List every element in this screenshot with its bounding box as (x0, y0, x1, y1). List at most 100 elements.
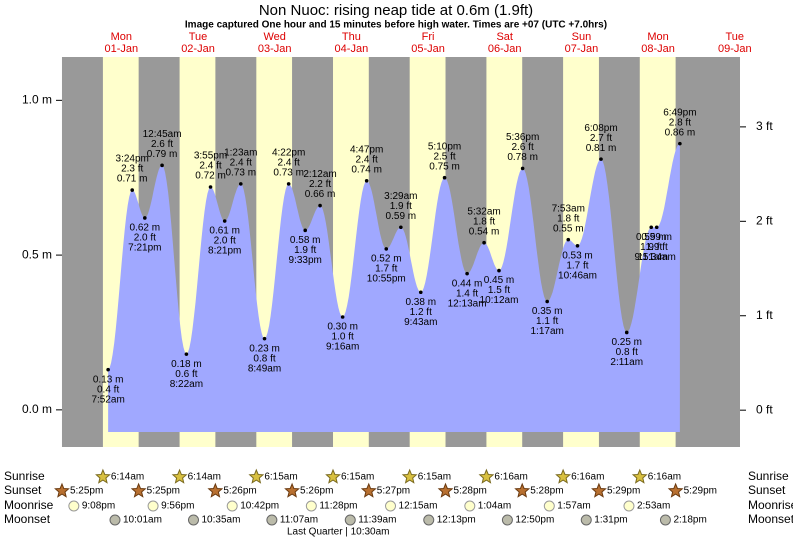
tide-label: 4:47pm (350, 144, 383, 155)
tide-label: 0.61 m (209, 226, 240, 237)
row-label-right: Moonset (748, 512, 793, 526)
day-date: 01-Jan (105, 43, 139, 55)
day-weekday: Tue (189, 31, 208, 43)
tide-label: 0.8 ft (253, 353, 275, 364)
tide-label: 0.45 m (484, 275, 515, 286)
tide-label: 6:08pm (584, 123, 617, 134)
event-icon (423, 514, 435, 526)
tide-label: 2.8 ft (669, 117, 691, 128)
tide-label: 0.54 m (469, 226, 500, 237)
event-time: 12:50pm (515, 515, 554, 526)
tide-area (108, 143, 680, 432)
tide-label: 1.5 ft (488, 285, 510, 296)
tide-label: 0.59 m (641, 232, 672, 243)
event-time: 6:16am (571, 472, 604, 483)
row-label-right: Sunrise (748, 469, 789, 483)
tide-point (654, 225, 659, 230)
tide-label: 0.81 m (586, 143, 617, 154)
tide-label: 0.38 m (405, 297, 436, 308)
day-date: 08-Jan (641, 43, 675, 55)
row-label: Moonrise (4, 498, 54, 512)
tide-label: 2.6 ft (151, 139, 173, 150)
event-time: 1:57am (557, 501, 590, 512)
tide-label: 9:16am (326, 342, 359, 353)
tide-label: 2:12am (303, 169, 336, 180)
tide-label: 0.72 m (195, 171, 226, 182)
tide-label: 0.52 m (371, 254, 402, 265)
day-weekday: Sun (572, 31, 592, 43)
subtitle: Image captured One hour and 15 minutes b… (185, 20, 607, 31)
tide-label: 1.4 ft (456, 288, 478, 299)
tide-label: 0.13 m (93, 374, 124, 385)
y2-tick-label: 0 ft (756, 402, 773, 416)
event-icon (360, 482, 377, 498)
y-tick-label: 1.0 m (22, 93, 52, 107)
event-time: 11:39am (358, 515, 396, 526)
tide-label: 1.9 ft (640, 242, 662, 253)
event-time: 10:42pm (240, 501, 279, 512)
event-time: 6:15am (264, 472, 297, 483)
tide-point (545, 299, 549, 304)
tide-label: 2.6 ft (512, 142, 534, 153)
tide-label: 1.2 ft (410, 307, 432, 318)
tide-label: 0.35 m (532, 306, 563, 317)
event-icon (555, 468, 572, 484)
event-time: 1:31pm (594, 515, 627, 526)
tide-point (418, 290, 423, 295)
tide-point (465, 271, 469, 276)
tide-label: 0.59 m (636, 232, 667, 243)
y-tick-label: 0.0 m (22, 402, 52, 416)
event-time: 10:01am (123, 515, 162, 526)
tide-label: 2.4 ft (278, 158, 300, 169)
tide-label: 0.75 m (429, 161, 460, 172)
event-icon (68, 500, 80, 512)
title: Non Nuoc: rising neap tide at 0.6m (1.9f… (259, 2, 533, 19)
event-icon (623, 500, 635, 512)
tide-label: 1:17am (531, 326, 564, 337)
tide-label: 1.1 ft (536, 316, 558, 327)
tide-label: 1.9 ft (294, 245, 316, 256)
tide-label: 1:23am (224, 148, 257, 159)
tide-point (303, 228, 308, 233)
tide-label: 0.73 m (273, 168, 304, 179)
tide-label: 5:32am (467, 206, 500, 217)
tide-label: 1.0 ft (332, 332, 354, 343)
day-date: 04-Jan (335, 43, 369, 55)
event-icon (631, 468, 648, 484)
event-icon (187, 514, 199, 526)
event-icon (147, 500, 159, 512)
event-time: 6:14am (188, 472, 221, 483)
moon-phase-name: Last Quarter (287, 527, 343, 538)
tide-point (497, 268, 501, 273)
tide-label: 0.62 m (130, 223, 161, 234)
event-time: 6:16am (494, 472, 527, 483)
tide-point (649, 225, 654, 230)
tide-point (599, 157, 603, 161)
tide-point (238, 182, 243, 186)
tide-label: 4:22pm (272, 148, 305, 159)
event-icon (385, 500, 397, 512)
tide-label: 10:55pm (367, 274, 406, 285)
row-label: Sunrise (4, 469, 45, 483)
tide-point (575, 244, 580, 248)
tide-point (106, 367, 110, 372)
event-icon (591, 482, 607, 498)
tide-point (184, 352, 189, 356)
tide-point (318, 203, 322, 208)
tide-label: 1.7 ft (566, 260, 588, 271)
row-label: Sunset (4, 483, 42, 497)
tide-label: 3:24pm (116, 154, 149, 165)
tide-label: 6:49pm (663, 107, 696, 118)
tide-label: 12:45am (143, 129, 182, 140)
event-time: 5:28pm (530, 486, 563, 497)
event-icon (95, 468, 111, 484)
event-icon (284, 482, 300, 498)
tide-label: 1.9 ft (646, 242, 668, 253)
tide-label: 8:22am (170, 379, 203, 390)
event-time: 2:18pm (673, 515, 706, 526)
day-weekday: Wed (263, 31, 285, 43)
tide-label: 2.2 ft (309, 179, 331, 190)
y2-tick-label: 3 ft (756, 119, 773, 133)
tide-label: 0.59 m (386, 211, 417, 222)
tide-point (143, 216, 147, 220)
